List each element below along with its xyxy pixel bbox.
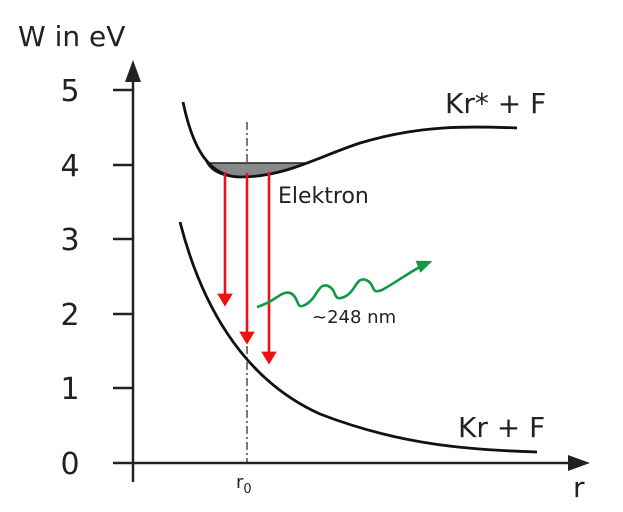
y-tick-label: 4 [60,149,79,184]
y-tick-label: 5 [60,74,79,109]
x-axis-arrow-icon [568,455,590,471]
x-axis-label: r [573,471,585,504]
y-tick-label: 2 [60,298,79,333]
y-axis-label: W in eV [18,20,125,53]
electron-label: Elektron [278,184,369,209]
y-tick-label: 1 [60,372,79,407]
y-tick-label: 0 [60,447,79,482]
lower-potential-curve [178,221,538,454]
y-tick-label: 3 [60,223,79,258]
upper-curve-label: Kr* + F [445,87,546,120]
y-ticks [113,88,133,390]
y-axis-arrow-icon [125,60,141,82]
photon-wave-arrow [256,260,433,309]
upper-potential-curve [181,101,518,179]
wavelength-label: ~248 nm [312,307,396,328]
lower-curve-label: Kr + F [458,411,545,444]
r0-label: r0 [236,472,252,497]
